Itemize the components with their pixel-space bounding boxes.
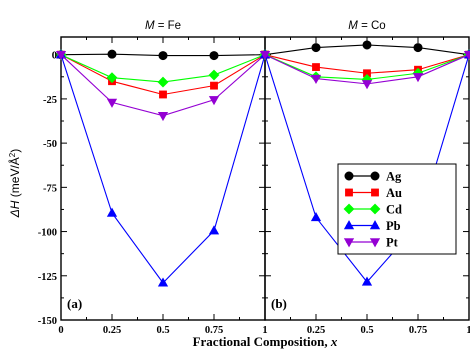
panel-a-series-cd-point — [157, 76, 169, 88]
panel-a-series-pb-line — [60, 54, 266, 284]
panel-b-series-pb-point — [361, 276, 373, 286]
panel-a-series-ag-point — [158, 51, 168, 61]
panel-a-series-pt-point — [157, 112, 169, 122]
panel-b-series-ag-point — [362, 40, 372, 50]
panel-a-series-pt-point — [106, 98, 118, 108]
y-tick-labels: 0 -25 -50 -75 -100 -125 -150 — [38, 51, 57, 327]
panel-a-plot — [55, 36, 271, 321]
x-tick-labels: 0 0.25 0.5 0.75 1 0.25 0.5 0.75 1 — [58, 325, 470, 336]
panel-b-xtick-label: 0.75 — [409, 325, 427, 336]
panel-a-series-au-line — [60, 54, 266, 96]
legend-ag-marker-right — [370, 171, 380, 181]
legend-au-label: Au — [386, 186, 402, 200]
panel-a-series-au-point — [159, 90, 167, 99]
x-axis-label: Fractional Composition, x — [193, 334, 338, 349]
ytick-label: -150 — [38, 316, 57, 327]
panel-a-series-pt-point — [55, 50, 67, 61]
legend-pb-marker-right — [369, 220, 381, 230]
ytick-label: -75 — [43, 183, 57, 194]
panel-a-series-au-point — [210, 81, 218, 90]
legend-ag-marker-left — [344, 171, 354, 181]
panel-a-series-ag-point — [107, 49, 117, 59]
panel-a-xtick-label: 0 — [58, 325, 63, 336]
panel-b-xtick-label: 1 — [466, 325, 470, 336]
panel-b-series-au-point — [312, 63, 320, 71]
legend-cd-marker-right — [369, 203, 381, 215]
panel-a-xtick-label: 0.75 — [205, 325, 223, 336]
legend-au-marker-left — [345, 188, 353, 197]
legend-pb-label: Pb — [386, 219, 401, 233]
panel-a-xtick-label: 0.5 — [156, 325, 169, 336]
panel-b-title: M = Co — [348, 20, 385, 32]
legend-ag-label: Ag — [386, 170, 402, 184]
legend: Ag Au Cd Pb Pt — [337, 163, 457, 255]
panel-a-series-cd-point — [208, 69, 220, 81]
panel-b-series-pt-point — [463, 50, 470, 61]
panel-b-series-pt-point — [361, 80, 373, 90]
panel-b-xtick-label: 0.5 — [360, 325, 373, 336]
panel-b-series-pt-point — [259, 50, 271, 61]
panel-b-series-pt-point — [412, 73, 424, 83]
legend-pt-marker-left — [343, 238, 355, 248]
panel-a-title: M = Fe — [145, 20, 181, 32]
y-axis-label: ΔH (meV/Å2) — [7, 149, 22, 219]
panel-a-series-pb-point — [157, 277, 169, 287]
legend-pt-label: Pt — [386, 236, 399, 250]
panel-b-series-ag-point — [413, 43, 423, 53]
panel-b-series-pt-point — [310, 74, 322, 84]
ytick-label: 0 — [52, 51, 57, 62]
panel-a-xtick-label: 0.25 — [103, 325, 121, 336]
legend-au-marker-right — [371, 188, 379, 197]
panel-a-series-pt-point — [208, 96, 220, 106]
panel-b-tag: (b) — [271, 296, 287, 311]
panel-a-series-cd-point — [106, 72, 118, 84]
legend-cd-label: Cd — [386, 203, 402, 217]
legend-cd-marker-left — [343, 203, 355, 215]
ytick-label: -25 — [43, 95, 57, 106]
panel-a-tag: (a) — [67, 296, 82, 311]
panel-a-xtick-label: 1 — [262, 325, 267, 336]
panel-a-series-pb-point — [208, 225, 220, 235]
panel-a-series-ag-point — [209, 51, 219, 61]
legend-pb-marker-left — [343, 220, 355, 230]
ytick-label: -50 — [43, 139, 57, 150]
panel-a-series-pb-point — [106, 207, 118, 217]
panel-b-series-ag-point — [311, 43, 321, 53]
ytick-label: -100 — [38, 228, 57, 239]
panel-b-xtick-label: 0.25 — [307, 325, 325, 336]
ytick-label: -125 — [38, 272, 57, 283]
legend-pt-marker-right — [369, 238, 381, 248]
panel-b-series-pb-point — [310, 211, 322, 222]
